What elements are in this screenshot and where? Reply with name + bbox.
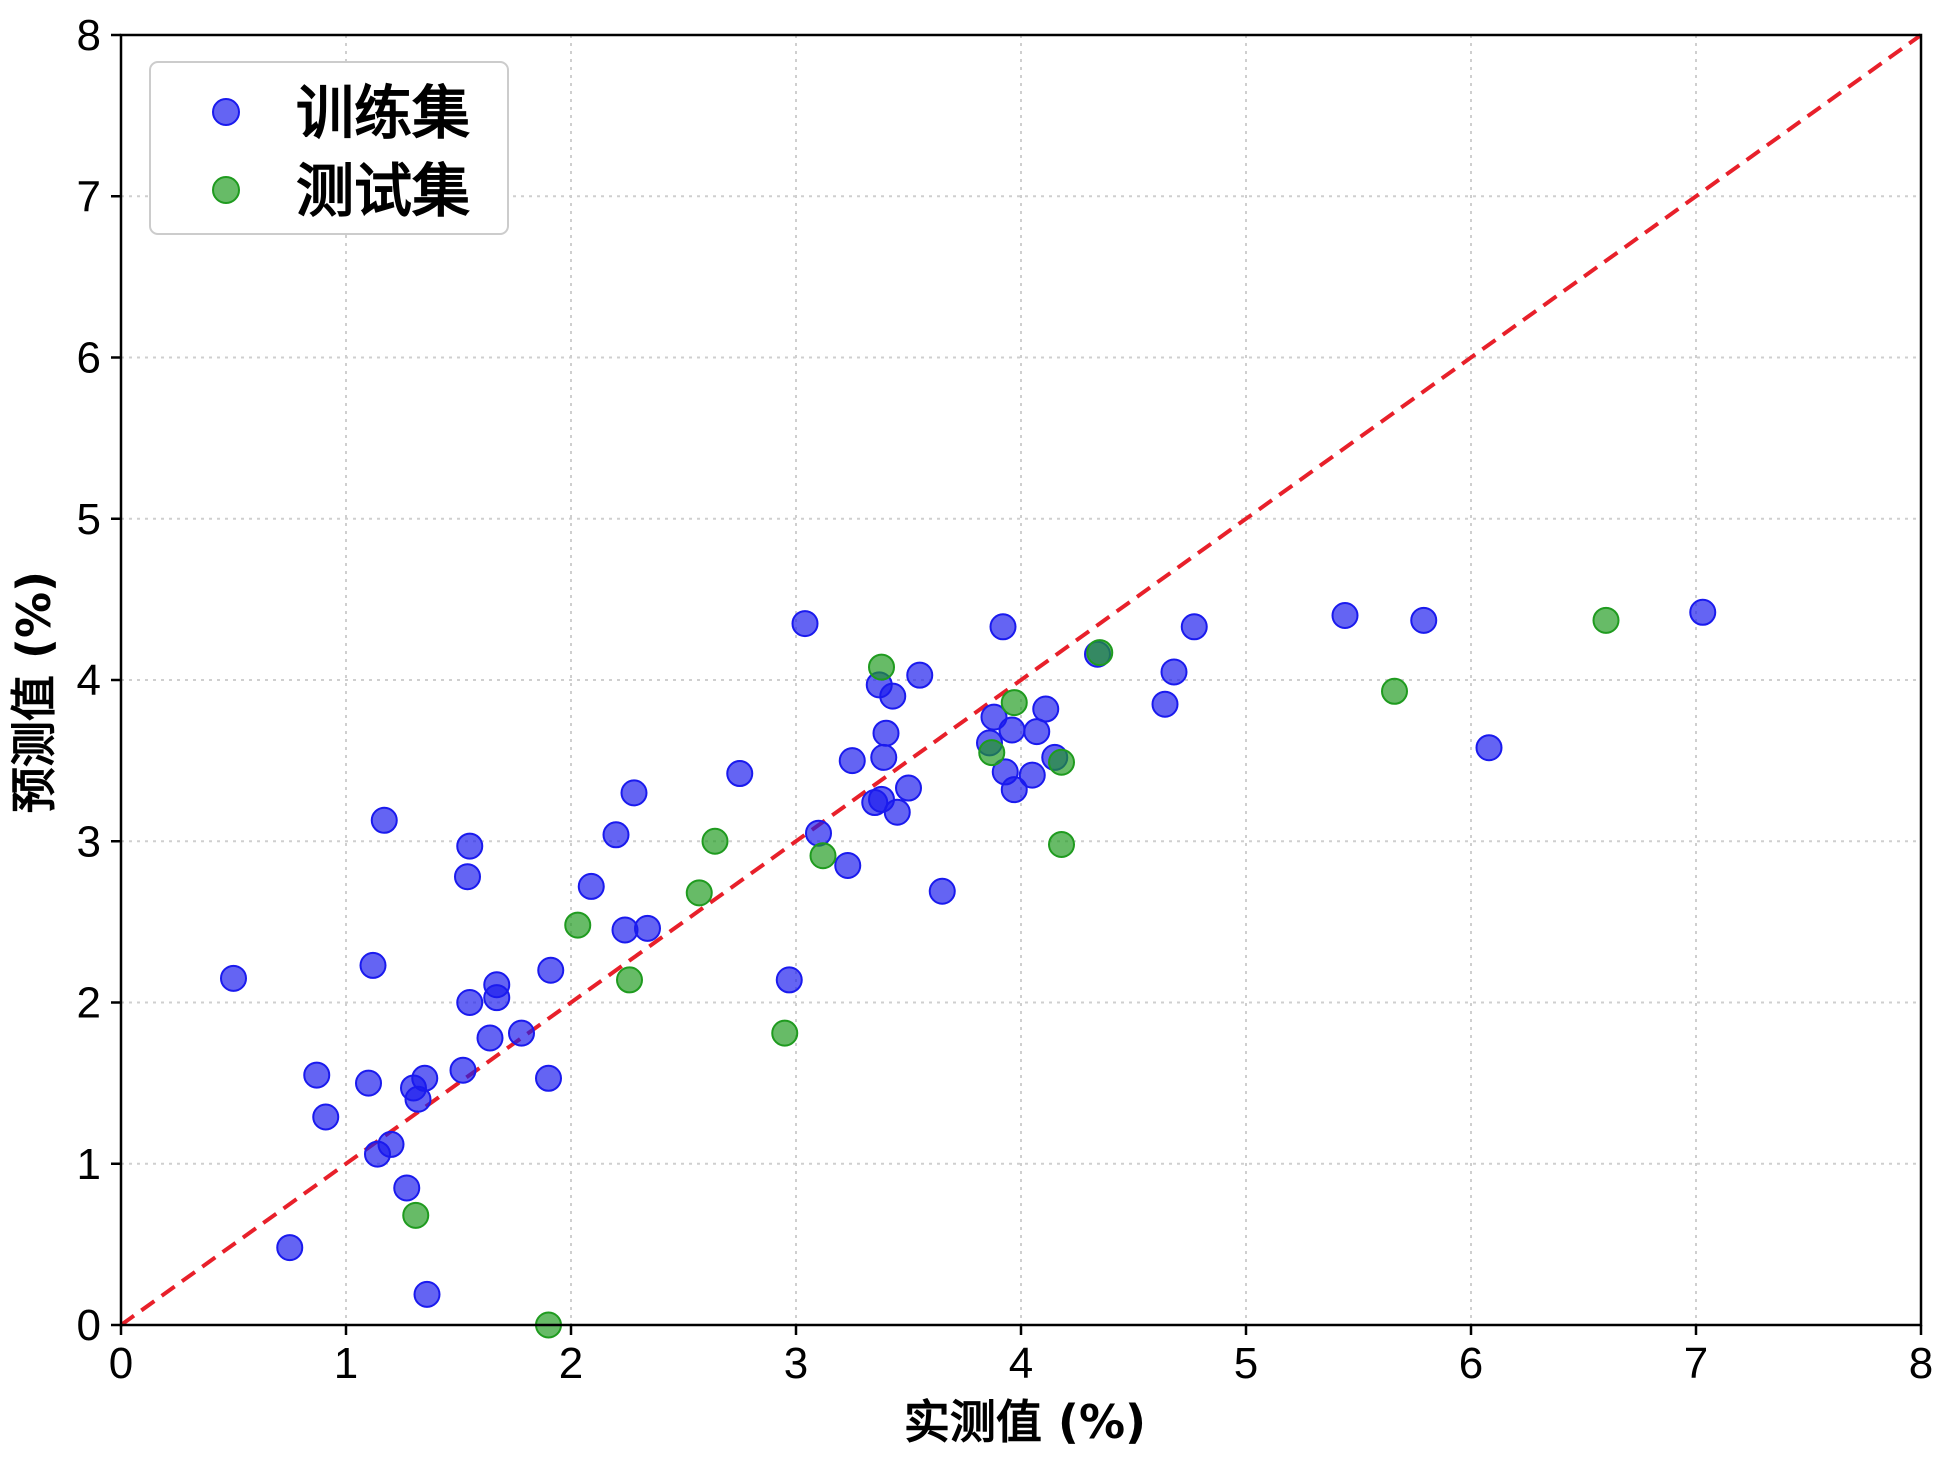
test-point <box>685 879 713 907</box>
train-point <box>413 1280 441 1308</box>
y-tick-label: 3 <box>77 817 101 866</box>
train-point <box>1023 718 1051 746</box>
test-point <box>1048 830 1075 858</box>
train-point <box>220 964 247 992</box>
train-point <box>989 613 1017 641</box>
train-point <box>508 1019 535 1047</box>
train-point <box>370 806 398 834</box>
test-point <box>1381 677 1408 705</box>
train-point <box>1032 695 1060 723</box>
x-tick-label: 8 <box>1909 1339 1933 1388</box>
train-point <box>1410 606 1438 634</box>
legend: 训练集 测试集 <box>149 61 509 235</box>
test-point <box>809 842 837 870</box>
train-point <box>1689 598 1717 626</box>
train-point <box>872 719 900 747</box>
train-point <box>998 716 1026 744</box>
test-point <box>701 827 729 855</box>
train-point <box>805 819 832 847</box>
train-point <box>1331 602 1359 629</box>
train-point <box>577 872 605 900</box>
legend-marker-test <box>212 176 240 204</box>
x-tick-label: 1 <box>334 1339 358 1388</box>
y-tick-label: 2 <box>77 979 101 1028</box>
train-point <box>411 1064 439 1092</box>
train-point <box>620 779 648 807</box>
train-point <box>838 747 866 775</box>
legend-marker-train <box>212 98 240 126</box>
train-point <box>359 951 387 979</box>
train-point <box>834 851 862 879</box>
train-point <box>537 956 565 984</box>
train-point <box>1151 690 1179 718</box>
y-tick-label: 6 <box>77 334 101 383</box>
y-axis-title: 预测值 (%) <box>7 571 61 813</box>
x-tick-label: 5 <box>1234 1339 1258 1388</box>
train-point <box>535 1064 562 1092</box>
legend-label-test: 测试集 <box>296 157 470 225</box>
test-point <box>616 966 643 994</box>
test-point <box>868 653 895 681</box>
train-point <box>456 989 484 1016</box>
x-tick-label: 3 <box>784 1339 808 1388</box>
train-point <box>276 1234 304 1262</box>
legend-label-train: 训练集 <box>296 79 470 147</box>
train-point <box>483 971 511 999</box>
train-point <box>454 863 481 891</box>
test-point <box>1000 689 1028 717</box>
train-point <box>980 703 1008 731</box>
train-point <box>312 1103 340 1131</box>
test-point <box>1086 639 1114 667</box>
train-point <box>1160 658 1188 686</box>
test-point <box>564 911 592 939</box>
test-point <box>1592 606 1620 634</box>
train-point <box>928 877 956 905</box>
test-point <box>1048 748 1075 776</box>
train-point <box>870 743 898 771</box>
train-point <box>476 1024 504 1052</box>
train-point <box>726 760 754 788</box>
y-tick-label: 8 <box>77 11 101 60</box>
train-point <box>895 774 922 802</box>
train-point <box>611 916 639 944</box>
y-tick-label: 1 <box>77 1140 101 1189</box>
x-tick-label: 7 <box>1684 1339 1708 1388</box>
train-point <box>1180 613 1208 641</box>
x-axis-title: 实测值 (%) <box>904 1395 1146 1449</box>
train-point <box>393 1174 421 1202</box>
train-point <box>879 682 907 710</box>
train-point <box>906 661 934 689</box>
data-points <box>220 598 1717 1339</box>
test-point <box>402 1201 430 1229</box>
y-tick-label: 0 <box>77 1301 101 1350</box>
y-tick-label: 4 <box>77 656 101 705</box>
x-tick-label: 0 <box>109 1339 133 1388</box>
y-tick-label: 5 <box>77 495 101 544</box>
x-tick-label: 6 <box>1459 1339 1483 1388</box>
y-tick-label: 7 <box>77 172 101 221</box>
train-point <box>1018 761 1046 789</box>
train-point <box>355 1069 382 1097</box>
train-point <box>1000 776 1028 804</box>
train-point <box>303 1061 331 1089</box>
train-point <box>456 832 484 860</box>
axis-ticks: 0 1 2 3 4 5 6 7 8 0 1 2 3 4 5 6 7 8 <box>77 11 1934 1388</box>
train-point <box>377 1130 405 1158</box>
x-tick-label: 4 <box>1009 1339 1033 1388</box>
train-point <box>775 966 803 994</box>
test-point <box>978 739 1006 767</box>
train-point <box>883 798 911 826</box>
train-point <box>449 1056 477 1084</box>
reference-line <box>119 33 1923 1327</box>
x-tick-label: 2 <box>559 1339 583 1388</box>
train-point <box>602 821 630 849</box>
test-point <box>771 1019 799 1047</box>
train-point <box>1475 734 1503 762</box>
train-point <box>791 610 819 638</box>
train-point <box>634 914 661 942</box>
